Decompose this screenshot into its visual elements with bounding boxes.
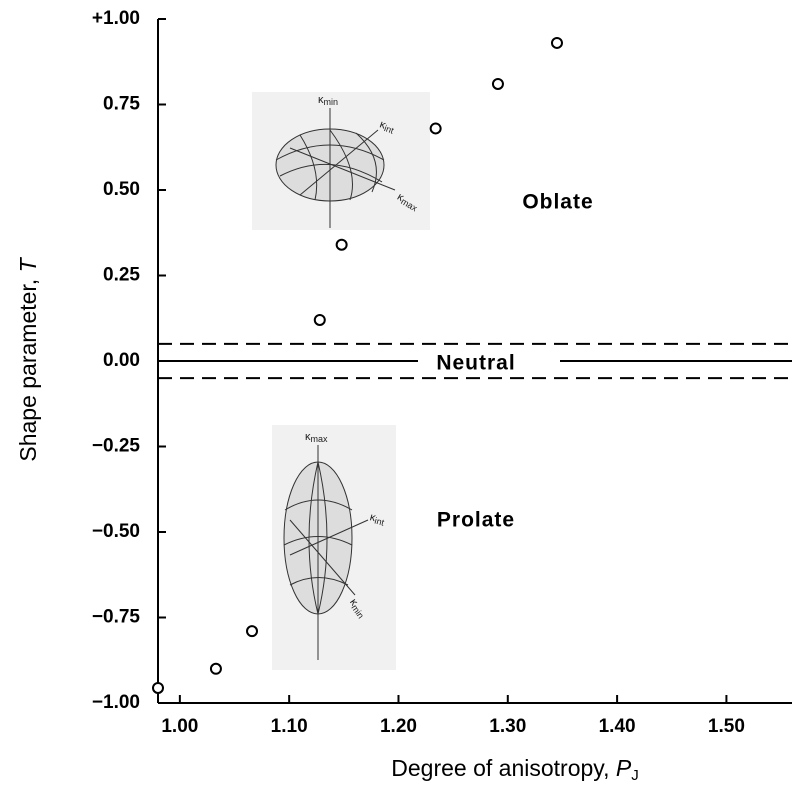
kappa: κ	[318, 94, 324, 106]
kappa: κ	[305, 431, 311, 443]
point	[335, 238, 348, 251]
axis-symbol-label: κint	[377, 118, 396, 136]
x-tick-label: 1.20	[380, 716, 417, 737]
prolate-label: Prolate	[437, 509, 515, 532]
prolate-inset	[272, 425, 396, 670]
y-tick-label: −1.00	[92, 692, 140, 713]
x-tick-label: 1.00	[161, 716, 198, 737]
y-tick-label: −0.25	[92, 436, 141, 457]
y-tick-label: 0.50	[103, 179, 140, 200]
x-tick-label: 1.10	[271, 716, 308, 737]
axis-symbol-label: κint	[368, 511, 386, 528]
axis-symbol-label: κmin	[318, 94, 338, 107]
y-tick-label: 0.75	[103, 94, 140, 115]
x-tick-label: 1.30	[489, 716, 526, 737]
y-tick-label: −0.50	[92, 521, 140, 542]
point	[313, 313, 326, 326]
x-tick-label: 1.50	[708, 716, 745, 737]
point	[429, 122, 442, 135]
oblate-inset	[252, 92, 430, 230]
point	[491, 77, 504, 90]
y-tick-label: −0.75	[92, 607, 141, 628]
kappa: κ	[347, 597, 360, 609]
kappa: κ	[368, 511, 377, 524]
kappa-sub: max	[311, 434, 329, 444]
y-tick-label: 0.00	[103, 350, 140, 371]
kappa-sub: int	[383, 123, 396, 136]
point	[209, 662, 222, 675]
x-axis-label: Degree of anisotropy, PJ	[391, 755, 638, 784]
kappa-sub: int	[373, 516, 385, 528]
y-tick-label: +1.00	[92, 8, 140, 29]
kappa: κ	[378, 118, 388, 131]
neutral-label: Neutral	[436, 352, 515, 375]
oblate-label: Oblate	[522, 191, 593, 214]
point	[550, 36, 563, 49]
y-axis-label: Shape parameter, T	[15, 256, 41, 461]
axis-symbol-label: κmax	[305, 431, 328, 444]
kappa-sub: min	[324, 97, 339, 107]
kappa: κ	[395, 191, 406, 204]
y-tick-label: 0.25	[103, 265, 140, 286]
point	[246, 625, 259, 638]
point	[152, 681, 164, 694]
x-tick-label: 1.40	[599, 716, 636, 737]
